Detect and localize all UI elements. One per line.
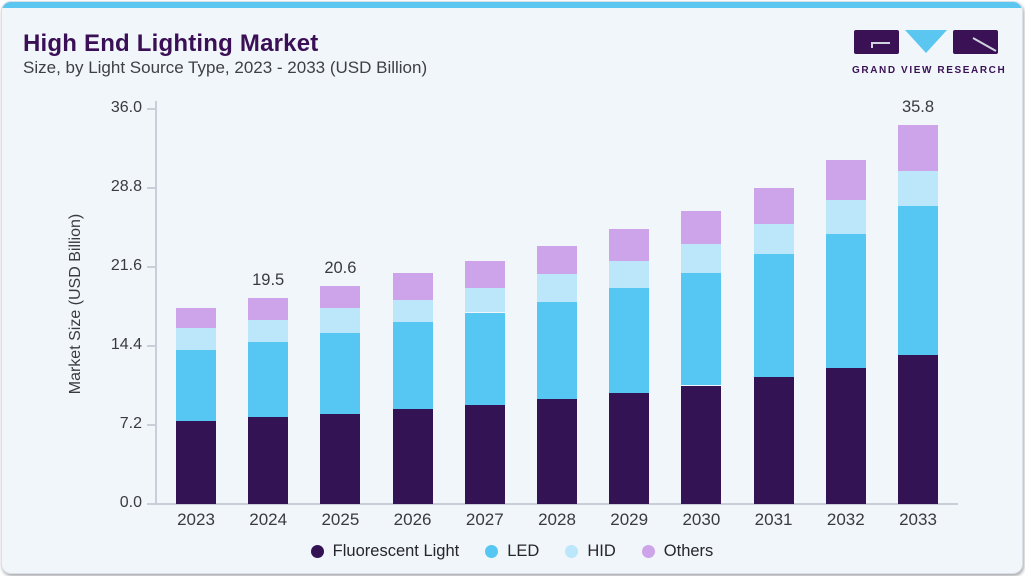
- bar-segment-2031-led: [753, 254, 794, 378]
- legend: Fluorescent Light LED HID Others: [2, 539, 1022, 563]
- bar-segment-2030-fluorescent-light: [681, 385, 722, 504]
- page-subtitle: Size, by Light Source Type, 2023 - 2033 …: [23, 58, 428, 77]
- y-tick-label: 0.0: [119, 494, 142, 511]
- x-tick-label-2029: 2029: [610, 510, 649, 529]
- legend-item-led: LED: [485, 542, 539, 561]
- bar-segment-2030-hid: [681, 243, 722, 274]
- y-tick-label: 14.4: [110, 336, 142, 353]
- x-tick-label-2032: 2032: [826, 510, 865, 529]
- x-axis-line: [155, 503, 958, 505]
- y-tick-mark: [147, 108, 156, 110]
- bar-segment-2027-fluorescent-light: [464, 404, 505, 504]
- bar-segment-2032-led: [825, 234, 866, 368]
- bar-segment-2031-others: [753, 187, 794, 224]
- bar-segment-2029-led: [609, 288, 650, 393]
- bar-segment-2024-hid: [248, 319, 289, 343]
- legend-label-fluorescent-light: Fluorescent Light: [332, 541, 460, 560]
- bar-segment-2026-led: [392, 322, 433, 409]
- y-axis-line: [155, 101, 157, 505]
- bar-segment-2025-hid: [320, 308, 361, 333]
- bar-segment-2030-led: [681, 273, 722, 386]
- y-tick-label: 28.8: [110, 178, 142, 195]
- bar-segment-2027-led: [464, 312, 505, 405]
- y-tick-mark: [147, 503, 156, 505]
- y-tick-mark: [147, 266, 156, 268]
- bar-segment-2023-hid: [176, 328, 216, 350]
- logo-wordmark: GRAND VIEW RESEARCH: [852, 65, 1007, 76]
- y-tick-mark: [147, 187, 156, 189]
- bar-segment-2024-fluorescent-light: [248, 417, 289, 504]
- legend-dot-fluorescent-light: [310, 544, 324, 558]
- x-tick-label-2024: 2024: [249, 510, 288, 529]
- y-tick-label: 36.0: [110, 99, 142, 116]
- gvr-logo-icon: [854, 30, 998, 54]
- bar-segment-2028-led: [537, 301, 577, 400]
- y-tick-mark: [147, 345, 156, 347]
- x-tick-label-2031: 2031: [754, 510, 793, 529]
- legend-label-led: LED: [507, 541, 540, 560]
- legend-item-fluorescent-light: Fluorescent Light: [310, 541, 460, 561]
- legend-label-others: Others: [663, 541, 714, 560]
- total-label-2025: 20.6: [324, 259, 357, 278]
- legend-item-others: Others: [641, 541, 714, 561]
- bar-segment-2025-fluorescent-light: [320, 414, 361, 504]
- bar-segment-2028-hid: [537, 274, 577, 302]
- bar-segment-2027-hid: [464, 288, 505, 313]
- legend-dot-others: [641, 544, 655, 558]
- bar-segment-2026-others: [392, 273, 433, 300]
- x-tick-label-2025: 2025: [321, 510, 360, 529]
- legend-label-hid: HID: [587, 541, 616, 560]
- bar-segment-2032-others: [825, 160, 866, 201]
- bar-segment-2029-fluorescent-light: [609, 392, 650, 504]
- bar-segment-2033-others: [898, 125, 938, 171]
- bar-segment-2025-others: [320, 286, 361, 309]
- bar-segment-2026-fluorescent-light: [392, 408, 433, 504]
- bar-segment-2026-hid: [392, 299, 433, 322]
- bar-segment-2030-others: [681, 210, 722, 244]
- y-tick-label: 21.6: [110, 257, 142, 274]
- bar-segment-2032-fluorescent-light: [825, 367, 866, 504]
- x-tick-label-2030: 2030: [682, 510, 721, 529]
- bar-segment-2025-led: [320, 332, 361, 415]
- bar-segment-2023-others: [176, 308, 216, 329]
- bar-segment-2033-led: [898, 205, 938, 355]
- grand-view-research-logo: GRAND VIEW RESEARCH: [852, 29, 1007, 76]
- page-title: High End Lighting Market: [23, 30, 319, 57]
- legend-item-hid: HID: [565, 541, 616, 561]
- y-tick-mark: [147, 424, 156, 426]
- bar-segment-2031-hid: [753, 223, 794, 255]
- x-tick-label-2028: 2028: [538, 510, 576, 529]
- total-label-2024: 19.5: [252, 270, 285, 289]
- x-tick-label-2027: 2027: [465, 510, 504, 529]
- legend-dot-led: [485, 544, 499, 558]
- bar-segment-2031-fluorescent-light: [753, 377, 794, 504]
- y-axis-title: Market Size (USD Billion): [67, 213, 84, 395]
- bar-segment-2023-led: [176, 349, 216, 422]
- bar-segment-2028-fluorescent-light: [537, 399, 577, 504]
- total-label-2033: 35.8: [901, 98, 935, 117]
- x-tick-label-2033: 2033: [899, 510, 937, 529]
- y-tick-label: 7.2: [119, 415, 142, 432]
- legend-dot-hid: [565, 544, 579, 558]
- top-accent-bar: [2, 2, 1022, 8]
- bar-segment-2028-others: [537, 245, 577, 275]
- bar-segment-2029-others: [609, 228, 650, 261]
- bar-segment-2024-others: [248, 297, 289, 320]
- bar-segment-2033-fluorescent-light: [898, 354, 938, 504]
- bar-segment-2024-led: [248, 342, 289, 418]
- bar-segment-2032-hid: [825, 200, 866, 235]
- x-tick-label-2026: 2026: [393, 510, 432, 529]
- bar-segment-2023-fluorescent-light: [176, 421, 216, 504]
- x-tick-label-2023: 2023: [177, 510, 215, 529]
- bar-segment-2027-others: [464, 260, 505, 289]
- bar-segment-2029-hid: [609, 260, 650, 289]
- bar-segment-2033-hid: [898, 170, 938, 206]
